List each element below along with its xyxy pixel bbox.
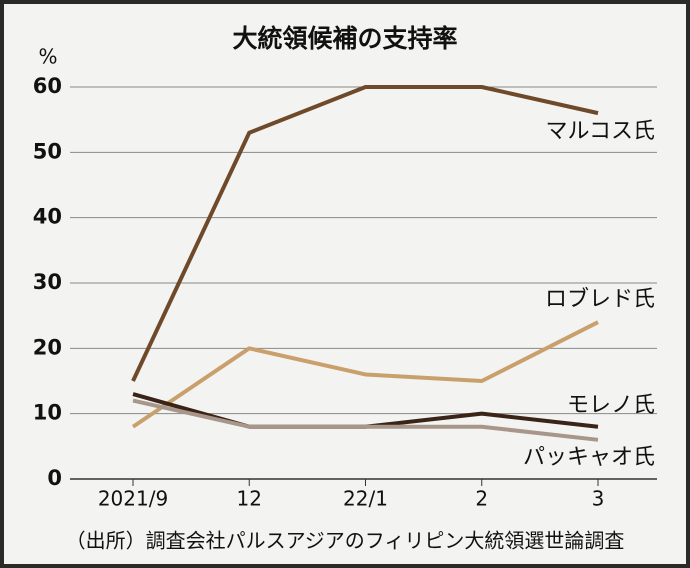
y-unit: % xyxy=(38,45,57,69)
source-note: （出所）調査会社パルスアジアのフィリピン大統領選世論調査 xyxy=(66,529,625,553)
y-tick-label: 10 xyxy=(33,401,62,425)
x-tick-label: 22/1 xyxy=(343,487,388,511)
series-label: ロブレド氏 xyxy=(545,287,655,312)
series-line xyxy=(131,85,599,382)
y-tick-label: 0 xyxy=(47,466,62,490)
series-label: パッキャオ氏 xyxy=(523,445,655,470)
series-line xyxy=(132,398,599,442)
x-tick-label: 3 xyxy=(592,487,605,511)
y-tick-label: 30 xyxy=(33,270,62,294)
x-tick-label: 2 xyxy=(475,487,488,511)
y-tick-label: 60 xyxy=(33,74,62,98)
series-line xyxy=(131,320,599,429)
y-tick-label: 20 xyxy=(33,335,62,359)
x-tick-label: 2021/9 xyxy=(98,487,168,511)
panel xyxy=(4,4,686,564)
series-label: マルコス氏 xyxy=(545,119,655,144)
x-tick-label: 12 xyxy=(237,487,262,511)
y-tick-label: 40 xyxy=(33,205,62,229)
y-tick-label: 50 xyxy=(33,139,62,163)
series-label: モレノ氏 xyxy=(567,393,655,418)
chart-title: 大統領候補の支持率 xyxy=(232,24,457,53)
